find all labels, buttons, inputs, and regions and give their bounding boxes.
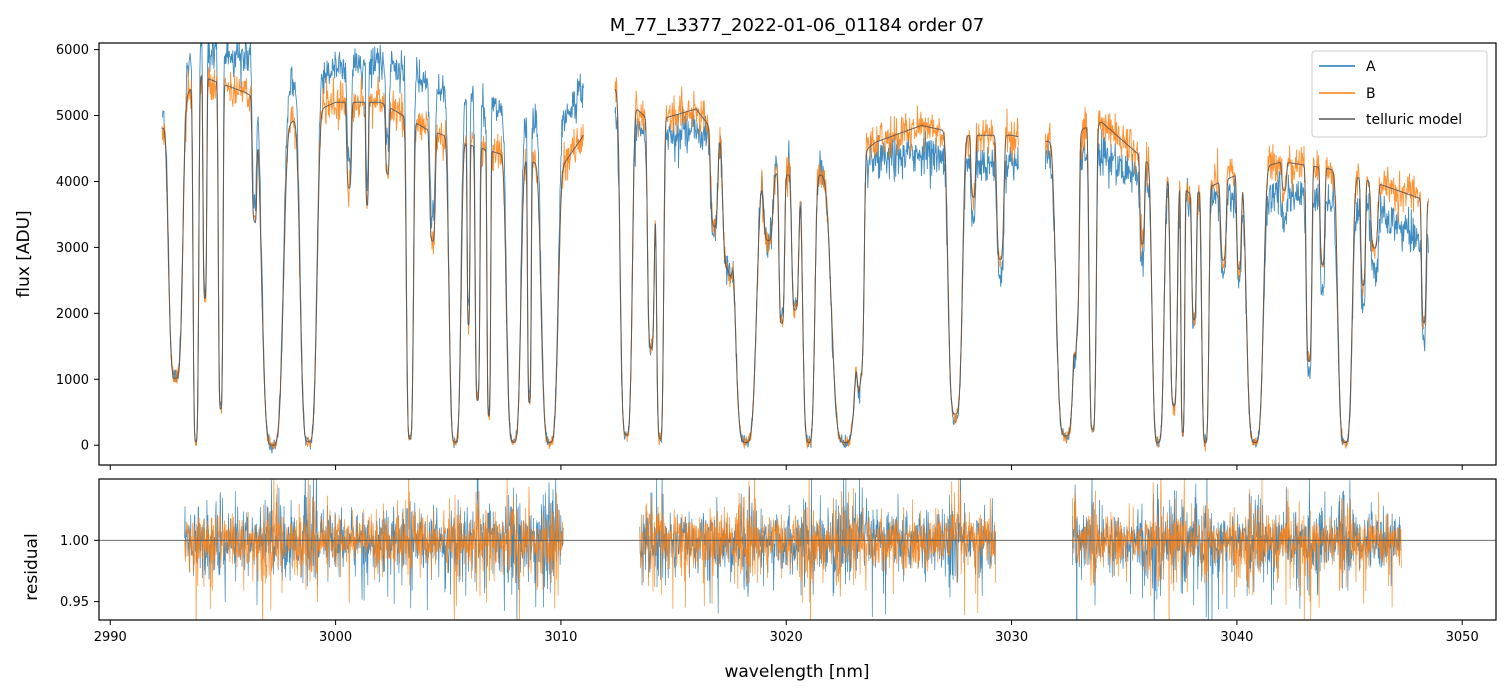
- x-tick-label: 2990: [94, 630, 127, 645]
- legend-label-a: A: [1366, 59, 1376, 75]
- legend: A B telluric model: [1311, 50, 1488, 138]
- top-y-tick-label: 1000: [56, 373, 89, 388]
- x-tick-label: 3000: [319, 630, 352, 645]
- top-y-tick-label: 5000: [56, 109, 89, 124]
- top-y-tick-label: 2000: [56, 307, 89, 322]
- residual-line-a: [184, 479, 1402, 620]
- bottom-y-tick-label: 0.95: [60, 595, 89, 610]
- top-axes-frame: [98, 42, 1497, 466]
- top-axis-ticks: 0 1000 2000 3000 4000 5000 6000: [56, 43, 1463, 470]
- x-tick-label: 3030: [995, 630, 1028, 645]
- top-y-tick-label: 6000: [56, 43, 89, 58]
- top-y-axis-label: flux [ADU]: [14, 210, 34, 297]
- bottom-axes-frame: [98, 478, 1497, 621]
- bottom-y-tick-label: 1.00: [60, 534, 89, 549]
- top-plot-area: [161, 43, 1429, 454]
- series-line-telluric-model: [161, 75, 1429, 446]
- legend-label-b: B: [1366, 86, 1376, 102]
- bottom-plot-area: [99, 479, 1496, 620]
- bottom-y-axis-label: residual: [22, 533, 42, 600]
- x-tick-label: 3020: [770, 630, 803, 645]
- residual-line-b: [184, 479, 1402, 620]
- legend-label-telluric: telluric model: [1366, 112, 1462, 128]
- chart-title: M_77_L3377_2022-01-06_01184 order 07: [610, 15, 984, 36]
- bottom-axis-ticks: 0.95 1.00 2990 3000 3010 3020 3030 3040 3050: [60, 534, 1479, 645]
- x-axis-label: wavelength [nm]: [724, 662, 869, 682]
- top-y-tick-label: 4000: [56, 175, 89, 190]
- series-line-a: [161, 43, 1429, 454]
- top-y-tick-label: 0: [81, 439, 89, 454]
- x-tick-label: 3050: [1446, 630, 1479, 645]
- x-tick-label: 3010: [544, 630, 577, 645]
- top-y-tick-label: 3000: [56, 241, 89, 256]
- x-tick-label: 3040: [1220, 630, 1253, 645]
